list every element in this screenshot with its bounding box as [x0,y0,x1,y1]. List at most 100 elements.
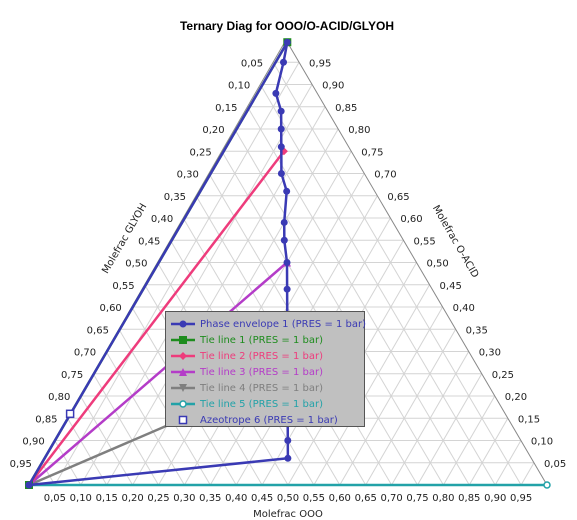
x-axis-title: Molefrac OOO [253,509,323,520]
left-tick-label: 0,60 [100,303,122,314]
x-tick-label: 0,60 [329,493,351,504]
left-tick-label: 0,35 [164,192,186,203]
x-tick-label: 0,85 [458,493,480,504]
legend-marker [179,352,187,360]
data-point [25,481,33,489]
x-tick-label: 0,10 [70,493,92,504]
right-tick-label: 0,60 [400,214,422,225]
legend-symbol [171,352,195,360]
x-tick-label: 0,95 [510,493,532,504]
left-tick-label: 0,80 [48,392,70,403]
grid-line [520,462,535,486]
legend-item: Phase envelope 1 (PRES = 1 bar) [170,316,366,332]
right-tick-label: 0,85 [335,103,357,114]
grid-line [79,395,134,486]
legend-label: Tie line 5 (PRES = 1 bar) [200,398,323,410]
x-tick-label: 0,05 [44,493,66,504]
grid-line [54,61,300,486]
grid-line [391,351,470,486]
x-tick-label: 0,50 [277,493,299,504]
grid-line [118,328,211,486]
x-tick-label: 0,55 [303,493,325,504]
data-point [277,125,285,133]
left-tick-label: 0,50 [125,259,147,270]
right-tick-label: 0,70 [374,170,396,181]
left-tick-label: 0,70 [74,348,96,359]
legend-marker [178,415,188,425]
legend-marker [179,384,187,392]
legend-symbol [171,384,195,392]
x-tick-label: 0,45 [251,493,273,504]
right-tick-label: 0,30 [479,348,501,359]
data-point [283,285,291,293]
legend-label: Phase envelope 1 (PRES = 1 bar) [200,318,367,330]
data-point [283,259,291,266]
series-line [28,150,285,486]
x-tick-label: 0,30 [173,493,195,504]
legend-symbol [171,320,195,328]
data-point [272,89,280,97]
grid-line [106,106,326,486]
grid-line [417,373,483,486]
grid-line [442,395,496,486]
left-tick-label: 0,75 [61,370,83,381]
legend-marker [179,320,187,328]
x-tick-label: 0,40 [225,493,247,504]
legend-symbol [171,400,195,408]
data-point [280,218,288,226]
legend: Phase envelope 1 (PRES = 1 bar) Tie line … [165,311,366,427]
right-tick-label: 0,05 [544,459,566,470]
data-point [283,38,291,46]
right-tick-label: 0,95 [309,58,331,69]
left-tick-label: 0,40 [151,214,173,225]
left-tick-label: 0,10 [228,81,250,92]
left-tick-label: 0,20 [202,125,224,136]
legend-marker [179,368,187,376]
legend-item: Tie line 2 (PRES = 1 bar) [170,348,323,364]
data-point [283,187,291,195]
x-tick-label: 0,75 [406,493,428,504]
x-tick-label: 0,35 [199,493,221,504]
data-point [277,170,285,177]
series-line [28,261,288,486]
grid-line [54,440,82,486]
data-point [280,58,288,66]
chart-title: Ternary Diag for OOO/O-ACID/GLYOH [180,19,394,33]
right-tick-label: 0,45 [440,281,462,292]
legend-symbol [178,415,188,425]
right-tick-label: 0,50 [427,259,449,270]
data-point [543,481,551,489]
left-tick-label: 0,05 [241,58,263,69]
x-tick-label: 0,20 [121,493,143,504]
grid-line [67,417,108,486]
x-tick-label: 0,80 [432,493,454,504]
right-tick-label: 0,75 [361,147,383,158]
data-point [284,437,292,444]
legend-item: Tie line 4 (PRES = 1 bar) [170,380,323,396]
legend-label: Azeotrope 6 (PRES = 1 bar) [200,414,338,426]
right-tick-label: 0,55 [413,236,435,247]
data-point [65,409,75,419]
legend-label: Tie line 4 (PRES = 1 bar) [200,382,323,394]
legend-symbol [171,368,195,376]
data-point [277,107,285,115]
legend-item: Tie line 3 (PRES = 1 bar) [170,364,323,380]
left-tick-label: 0,85 [35,414,57,425]
right-tick-label: 0,25 [492,370,514,381]
data-point [280,236,288,244]
grid-line [313,284,430,486]
right-tick-label: 0,20 [505,392,527,403]
legend-marker [179,336,187,344]
legend-item: Tie line 5 (PRES = 1 bar) [170,396,323,412]
left-tick-label: 0,90 [22,437,44,448]
legend-marker [179,400,187,408]
grid-line [365,328,457,486]
grid-line [468,417,509,486]
grid-line [105,351,185,486]
grid-line [339,306,444,486]
x-tick-label: 0,15 [96,493,118,504]
left-tick-label: 0,15 [215,103,237,114]
left-tick-label: 0,45 [138,236,160,247]
left-tick-label: 0,55 [112,281,134,292]
